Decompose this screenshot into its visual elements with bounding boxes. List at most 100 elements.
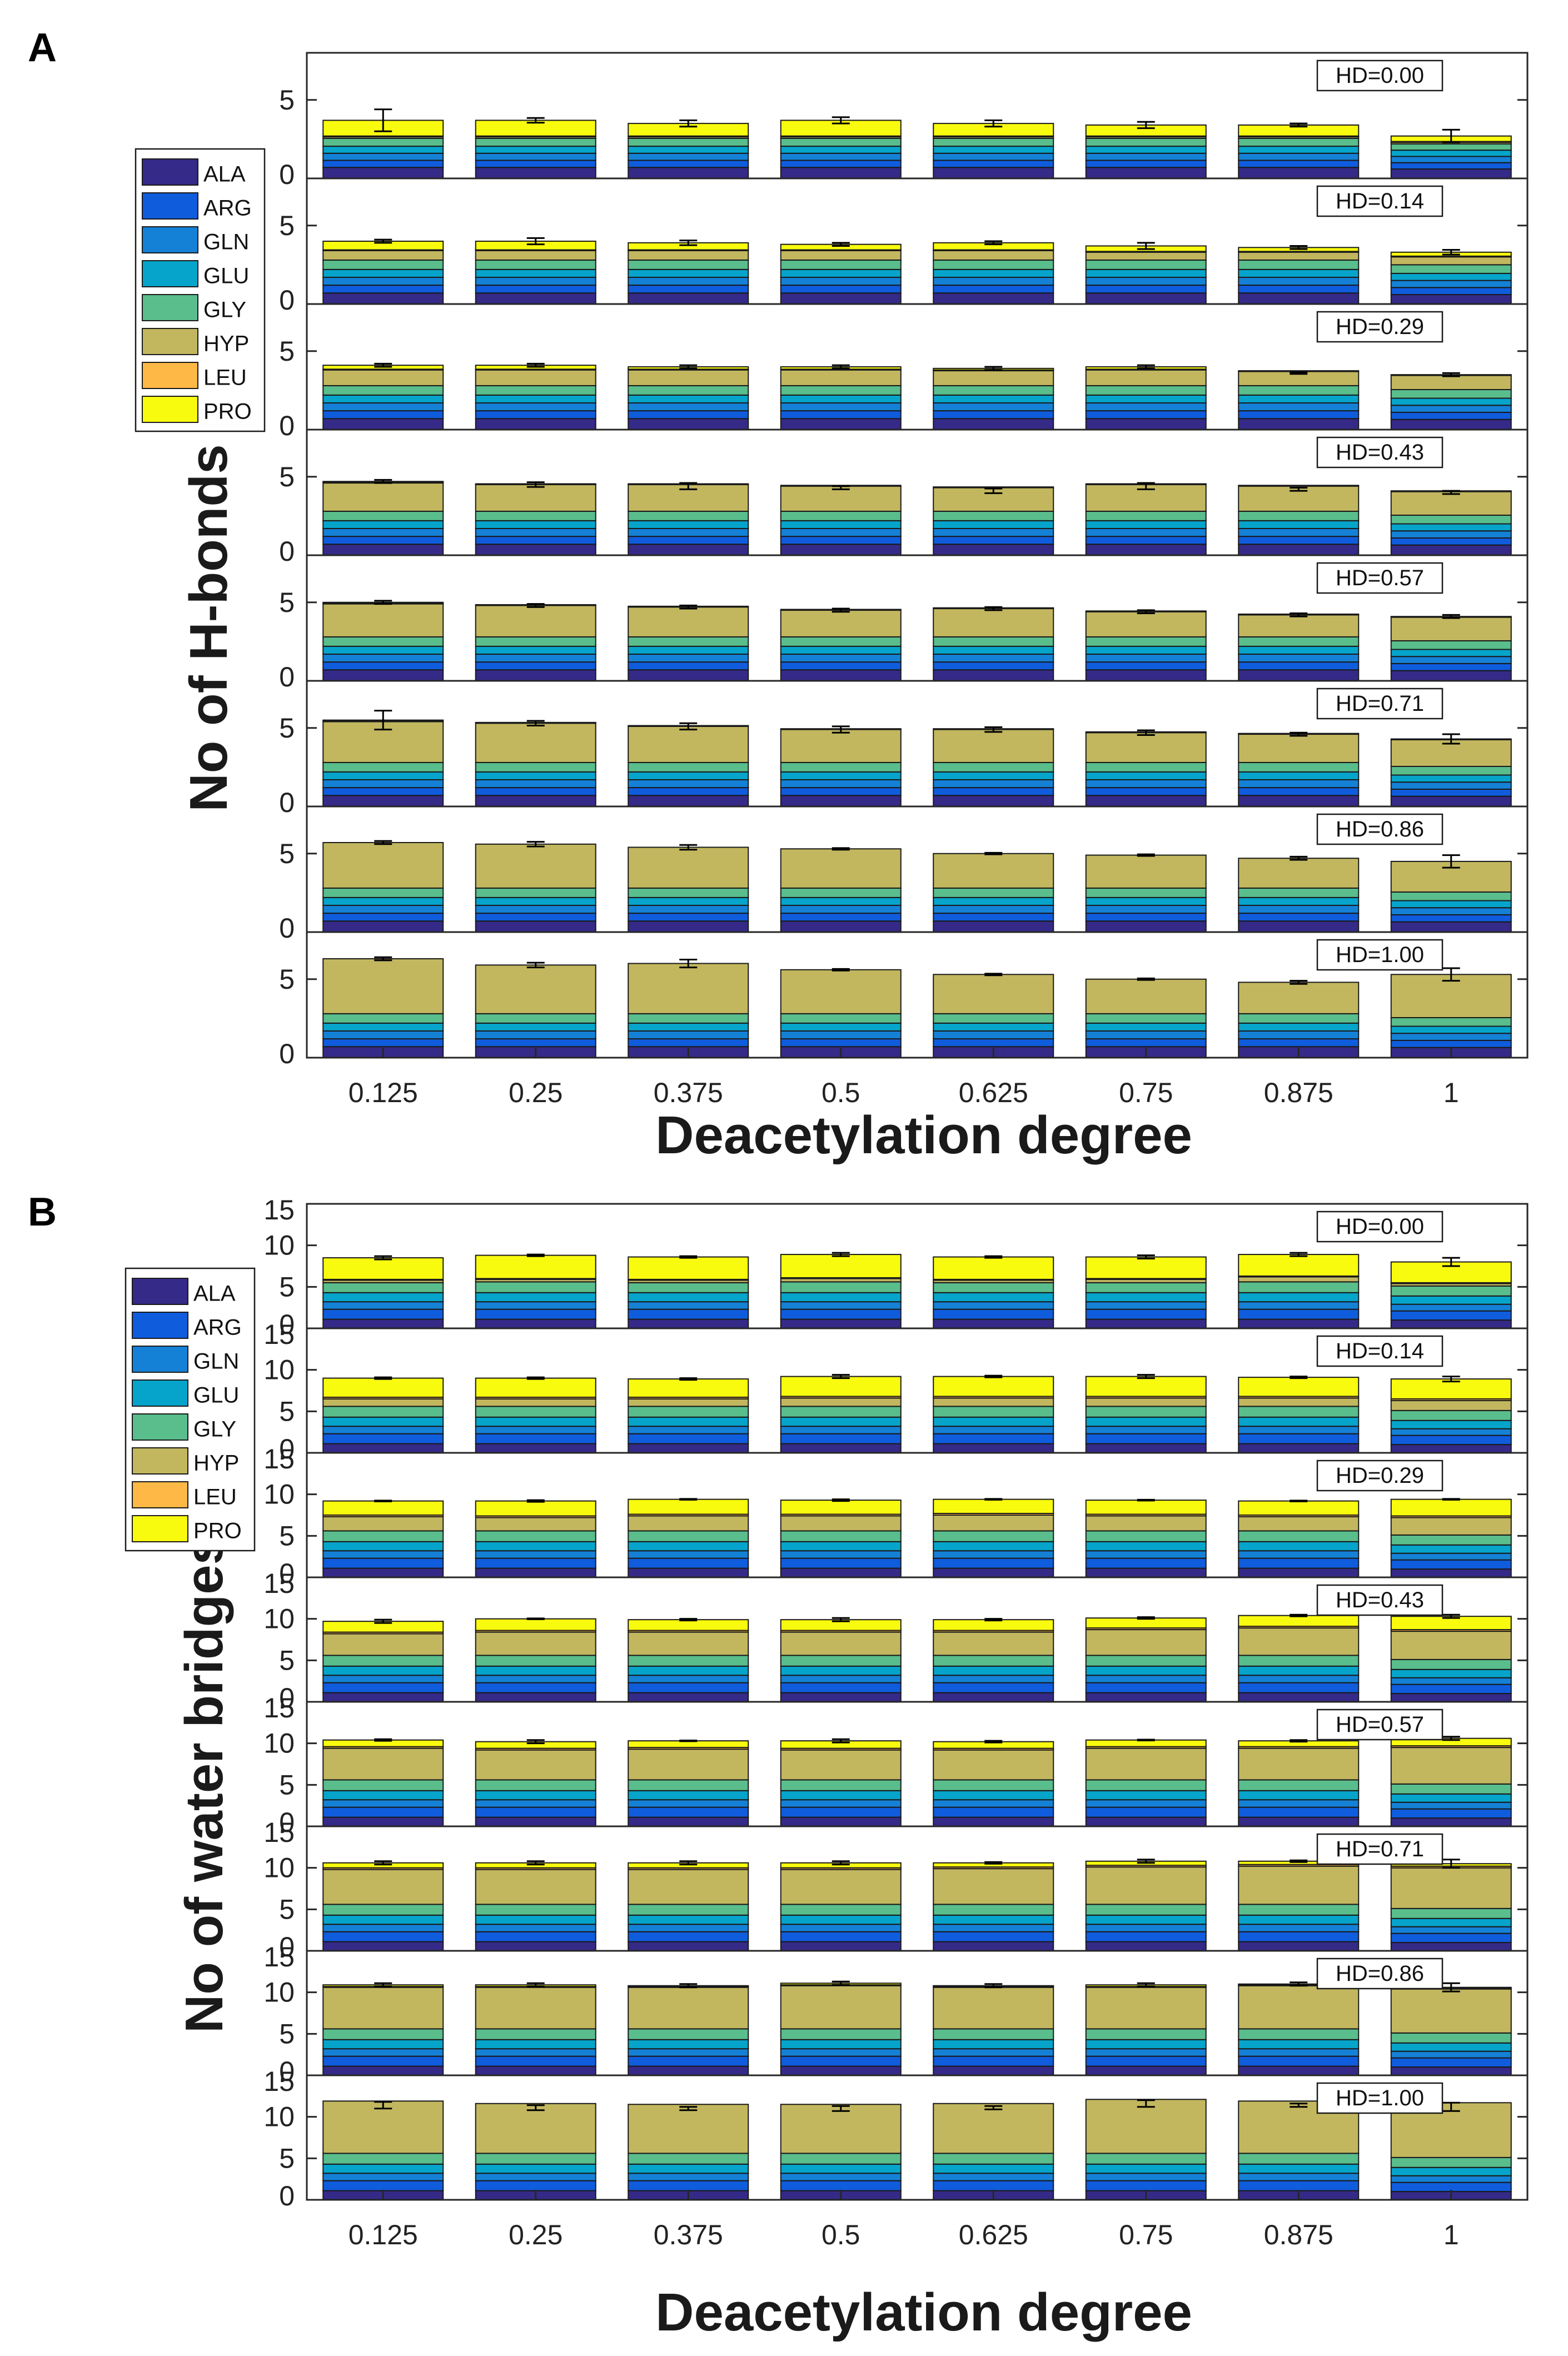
hd-label: HD=1.00 <box>1336 943 1424 967</box>
bar-segment-glu <box>1238 394 1360 404</box>
bar-segment-arg <box>628 1557 749 1569</box>
bar-segment-leu <box>1238 485 1360 487</box>
bar-segment-pro <box>628 1256 749 1280</box>
bar-segment-arg <box>322 1308 444 1320</box>
hd-label: HD=0.43 <box>1336 1588 1424 1612</box>
hd-label-box <box>1316 1584 1443 1616</box>
bar-segment-arg <box>1390 287 1512 296</box>
y-tick-label: 0 <box>279 1558 295 1589</box>
bar-segment-gly <box>628 385 749 396</box>
bar-segment-gly <box>780 1281 902 1293</box>
bar-segment-gln <box>475 152 596 161</box>
bar-segment-gln <box>628 779 749 789</box>
bar-segment-arg <box>1085 2055 1207 2067</box>
bar-segment-arg <box>1390 1434 1512 1446</box>
bar-segment-gly <box>780 2153 902 2165</box>
bar-segment-glu <box>475 1914 596 1925</box>
bar-segment-arg <box>628 787 749 796</box>
bar-segment-pro <box>322 1500 444 1516</box>
bar-segment-gln <box>1085 1301 1207 1310</box>
bar-segment-arg <box>933 1308 1054 1320</box>
bar-segment-hyp <box>1085 732 1207 763</box>
bar-segment-pro <box>475 1618 596 1631</box>
bar-segment-gly <box>475 1530 596 1542</box>
bar-segment-ala <box>1390 670 1512 681</box>
bar-segment-arg <box>628 1931 749 1942</box>
bar-segment-glu <box>475 1416 596 1427</box>
bar-segment-glu <box>475 645 596 655</box>
bar-segment-glu <box>628 1022 749 1032</box>
x-tick-label: 0.125 <box>349 2219 418 2250</box>
bar-segment-hyp <box>322 603 444 637</box>
legend-label: PRO <box>203 400 252 424</box>
bar-segment-ala <box>933 2065 1054 2076</box>
bar-segment-gly <box>628 636 749 647</box>
bar-segment-pro <box>1390 1498 1512 1517</box>
bar-segment-glu <box>628 1790 749 1801</box>
bar-segment-gly <box>628 1013 749 1024</box>
bar-segment-ala <box>1085 1692 1207 1702</box>
bar-segment-gln <box>933 779 1054 789</box>
bar-segment-hyp <box>322 1398 444 1407</box>
bar-segment-hyp <box>322 841 444 889</box>
bar-segment-gly <box>1390 1534 1512 1546</box>
bar-segment-gln <box>322 1426 444 1434</box>
bar-segment-ala <box>1238 544 1360 556</box>
hd-label-box <box>1316 436 1443 469</box>
bar-segment-hyp <box>475 605 596 637</box>
bar-segment-gln <box>1238 527 1360 537</box>
y-tick-label: 5 <box>279 210 295 241</box>
bar-segment-ala <box>1238 1567 1360 1578</box>
bar-segment-gln <box>475 276 596 286</box>
x-tick-label: 1 <box>1443 2219 1459 2250</box>
bar-segment-gly <box>322 887 444 898</box>
bar-segment-glu <box>933 645 1054 655</box>
hd-label-box <box>1316 185 1443 217</box>
bar-segment-gly <box>1085 887 1207 898</box>
bar-segment-gly <box>628 2028 749 2040</box>
bar-segment-arg <box>1238 661 1360 671</box>
bar-segment-gln <box>780 1675 902 1683</box>
bar-segment-arg <box>1390 2057 1512 2068</box>
bar-segment-glu <box>322 1541 444 1552</box>
bar-segment-hyp <box>475 1749 596 1781</box>
bar-segment-arg <box>933 410 1054 420</box>
x-tick-label: 0.375 <box>654 1077 723 1108</box>
x-tick-label: 0.5 <box>822 2219 860 2250</box>
y-tick-label: 10 <box>263 1728 295 1759</box>
bar-segment-ala <box>628 1941 749 1951</box>
bar-segment-hyp <box>1238 1276 1360 1283</box>
bar-segment-arg <box>933 2055 1054 2067</box>
bar-segment-arg <box>1238 1308 1360 1320</box>
bar-segment-arg <box>322 536 444 545</box>
bar-segment-arg <box>1238 2180 1360 2191</box>
bar-segment-glu <box>322 394 444 404</box>
bar-segment-gln <box>628 2173 749 2181</box>
panel-b-plots: 051015HD=0.00051015HD=0.14051015HD=0.290… <box>263 1194 1529 2250</box>
bar-segment-gly <box>933 1655 1054 1667</box>
hd-label-box <box>1316 939 1443 971</box>
bar-segment-gln <box>780 1924 902 1932</box>
bar-segment-gly <box>1238 1406 1360 1418</box>
bar-segment-gln <box>628 276 749 286</box>
bar-segment-arg <box>475 2180 596 2191</box>
legend-swatch-gly <box>132 1413 188 1441</box>
bar-segment-pro <box>1085 1500 1207 1515</box>
bar-segment-hyp <box>1085 1866 1207 1905</box>
bar-segment-hyp <box>780 609 902 637</box>
hd-label: HD=0.86 <box>1336 817 1424 841</box>
bar-segment-gly <box>1085 1530 1207 1542</box>
bar-segment-hyp <box>1238 251 1360 261</box>
bar-segment-gln <box>322 653 444 663</box>
bar-segment-arg <box>1390 537 1512 546</box>
bar-segment-pro <box>1085 1256 1207 1279</box>
bar-segment-gln <box>322 1030 444 1040</box>
bar-segment-glu <box>780 2039 902 2050</box>
bar-segment-gly <box>322 137 444 147</box>
bar-segment-glu <box>628 1914 749 1925</box>
y-tick-label: 0 <box>279 787 295 818</box>
bar-segment-gln <box>1085 1550 1207 1559</box>
bar-segment-glu <box>933 896 1054 906</box>
bar-segment-ala <box>780 1816 902 1827</box>
bar-segment-arg <box>780 2055 902 2067</box>
